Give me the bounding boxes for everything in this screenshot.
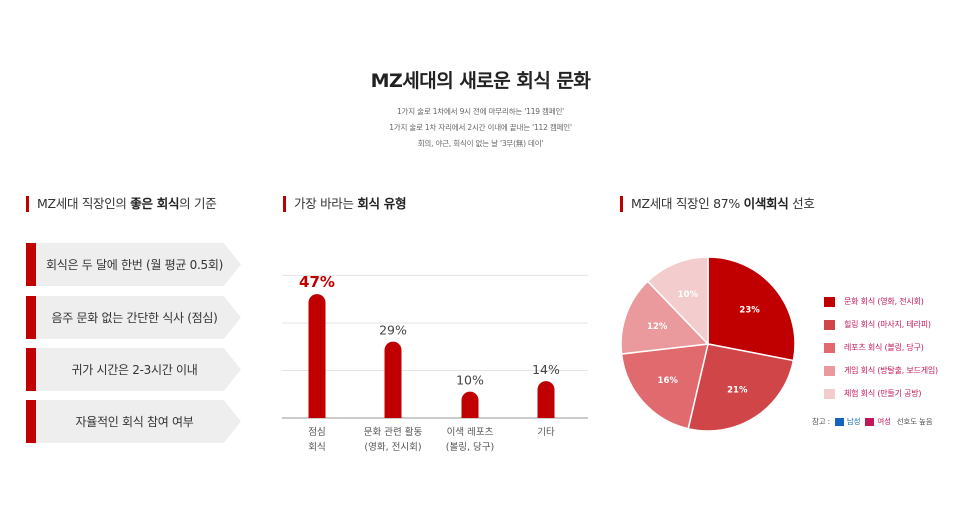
bar — [384, 341, 402, 418]
category-label: (볼링, 당구) — [446, 441, 494, 453]
bar-value-label: 14% — [532, 362, 560, 377]
criteria-item: 회식은 두 달에 한번 (월 평균 0.5회) — [26, 243, 241, 286]
subtitle-line: 회의, 야근, 회식이 없는 날 '3무(無) 데이' — [417, 139, 544, 148]
legend-label: 힐링 회식 (마사지, 테라피) — [844, 320, 931, 329]
prefer-heading: MZ세대 직장인 87% 이색회식 선호 — [620, 196, 815, 212]
criteria-heading-pre: MZ세대 직장인의 — [37, 196, 131, 211]
legend-label: 문화 회식 (영화, 전시회) — [844, 297, 924, 306]
bar — [461, 391, 479, 418]
legend-swatch — [824, 319, 835, 330]
criteria-heading-post: 의 기준 — [179, 196, 217, 211]
preference-pie-chart: 23% 21% 16% 12% 10% — [620, 256, 796, 432]
criteria-heading: MZ세대 직장인의 좋은 회식의 기준 — [26, 196, 217, 212]
types-heading-pre: 가장 바라는 — [294, 196, 358, 211]
prefer-heading-bold: 이색회식 — [743, 196, 789, 211]
pie-slice — [620, 280, 710, 355]
pie-slice — [687, 343, 795, 432]
criteria-item-text: 귀가 시간은 2-3시간 이내 — [71, 363, 198, 377]
category-label: 이색 레포츠 — [447, 427, 494, 438]
legend-label: 체험 회식 (만들기 공방) — [844, 389, 922, 398]
gender-note: 참고 : 남성 여성 선호도 높음 — [812, 416, 933, 427]
legend-swatch — [824, 388, 835, 399]
criteria-marker — [26, 348, 36, 391]
page-title: MZ세대의 새로운 회식 문화 — [370, 70, 591, 92]
subtitle-line: 1가지 술로 1차에서 9시 전에 마무리하는 '119 캠페인' — [396, 107, 565, 116]
pie-value-label: 12% — [647, 322, 668, 332]
note-female: 여성 — [877, 417, 891, 426]
legend-swatch — [824, 342, 835, 353]
legend-item: 게임 회식 (방탈출, 보드게임) — [824, 359, 938, 382]
criteria-heading-bold: 좋은 회식 — [130, 196, 180, 211]
subtitle-list: 1가지 술로 1차에서 9시 전에 마무리하는 '119 캠페인' 1가지 술로… — [0, 104, 961, 152]
criteria-item-text: 자율적인 회식 참여 여부 — [75, 415, 194, 429]
category-label: 문화 관련 활동 — [364, 426, 423, 438]
criteria-item: 음주 문화 없는 간단한 식사 (점심) — [26, 296, 241, 339]
pie-value-label: 23% — [739, 306, 760, 316]
prefer-heading-pre: MZ세대 직장인 87% — [631, 196, 744, 211]
criteria-item-text: 음주 문화 없는 간단한 식사 (점심) — [51, 311, 218, 325]
bar-value-label: 10% — [456, 373, 484, 388]
pie-slice — [646, 256, 709, 346]
legend-label: 게임 회식 (방탈출, 보드게임) — [844, 366, 938, 375]
subtitle-line: 1가지 술로 1차 자리에서 2시간 이내에 끝내는 '112 캠페인' — [389, 123, 572, 132]
category-label: (영화, 전시회) — [364, 442, 421, 453]
pie-slice — [707, 256, 796, 362]
types-heading-bold: 회식 유형 — [357, 196, 407, 211]
pie-slice — [620, 343, 709, 430]
prefer-heading-post: 선호 — [788, 196, 815, 211]
bar-value-label: 29% — [379, 323, 407, 338]
legend-item: 힐링 회식 (마사지, 테라피) — [824, 313, 938, 336]
bar-value-label: 47% — [299, 273, 335, 291]
note-prefix: 참고 : — [812, 417, 830, 426]
legend-item: 체험 회식 (만들기 공방) — [824, 382, 938, 405]
criteria-item-text: 회식은 두 달에 한번 (월 평균 0.5회) — [46, 258, 223, 272]
female-square-icon — [865, 417, 875, 426]
category-label: 점심 — [308, 426, 325, 438]
legend-item: 레포츠 회식 (볼링, 당구) — [824, 336, 938, 359]
pie-legend: 문화 회식 (영화, 전시회) 힐링 회식 (마사지, 테라피) 레포츠 회식 … — [824, 290, 938, 405]
legend-swatch — [824, 365, 835, 376]
pie-value-label: 21% — [727, 385, 748, 395]
category-label: 회식 — [308, 442, 325, 453]
legend-swatch — [824, 296, 835, 307]
pie-value-label: 16% — [658, 376, 679, 386]
criteria-marker — [26, 296, 36, 339]
criteria-item: 자율적인 회식 참여 여부 — [26, 400, 241, 443]
types-heading: 가장 바라는 회식 유형 — [283, 196, 407, 212]
legend-label: 레포츠 회식 (볼링, 당구) — [844, 343, 924, 352]
bar — [537, 381, 555, 418]
pie-value-label: 10% — [678, 290, 699, 300]
category-label: 기타 — [537, 427, 555, 438]
note-suffix: 선호도 높음 — [896, 417, 933, 426]
criteria-item: 귀가 시간은 2-3시간 이내 — [26, 348, 241, 391]
bar — [308, 294, 326, 418]
criteria-marker — [26, 400, 36, 443]
legend-item: 문화 회식 (영화, 전시회) — [824, 290, 938, 313]
note-male: 남성 — [846, 417, 861, 426]
criteria-marker — [26, 243, 36, 286]
male-square-icon — [834, 417, 844, 426]
